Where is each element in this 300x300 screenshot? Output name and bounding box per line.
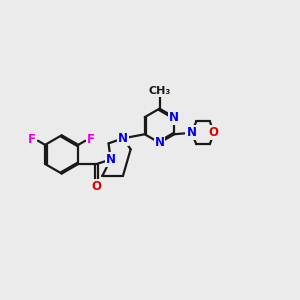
- Text: F: F: [28, 133, 36, 146]
- Text: N: N: [106, 153, 116, 166]
- Text: F: F: [87, 133, 95, 146]
- Text: N: N: [154, 136, 164, 149]
- Text: N: N: [118, 132, 128, 145]
- Text: N: N: [186, 126, 197, 139]
- Text: N: N: [169, 111, 179, 124]
- Text: O: O: [208, 126, 219, 139]
- Text: CH₃: CH₃: [148, 86, 171, 96]
- Text: O: O: [92, 180, 101, 193]
